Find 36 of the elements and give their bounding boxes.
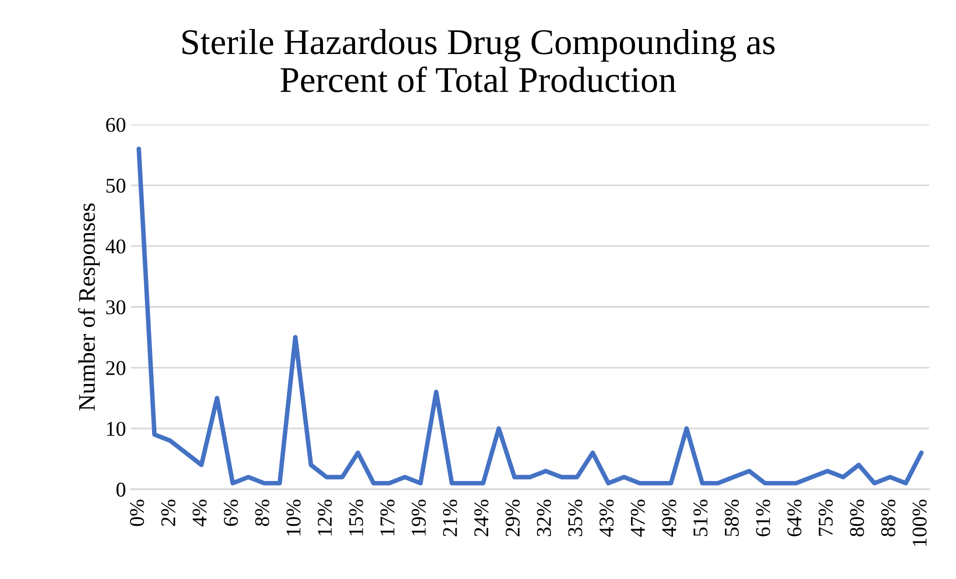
x-tick-label: 19% xyxy=(412,500,426,536)
line-series xyxy=(136,146,924,486)
x-tick-label: 75% xyxy=(818,500,833,536)
y-tick-label: 60 xyxy=(106,118,126,132)
x-tick-label: 24% xyxy=(474,500,488,536)
x-tick-label: 51% xyxy=(693,500,708,536)
x-tick-label: 64% xyxy=(787,500,802,536)
x-tick-label: 8% xyxy=(255,500,270,526)
y-tick-label: 0 xyxy=(116,482,126,497)
y-axis-title: Number of Responses xyxy=(78,203,100,410)
x-tick-label: 47% xyxy=(630,500,645,537)
x-tick-label: 12% xyxy=(318,500,332,536)
x-tick-label: 17% xyxy=(380,500,395,536)
x-tick-label: 10% xyxy=(286,500,301,536)
x-tick-label: 100% xyxy=(912,500,927,546)
x-tick-label: 43% xyxy=(600,500,614,537)
x-tick-label: 35% xyxy=(568,500,582,536)
y-tick-label: 50 xyxy=(106,178,126,193)
y-tick-label: 10 xyxy=(107,422,126,436)
x-tick-label: 49% xyxy=(662,500,676,537)
x-tick-label: 88% xyxy=(881,500,896,536)
x-tick-label: 0% xyxy=(130,500,144,526)
x-tick-label: 80% xyxy=(850,500,864,536)
x-tick-label: 4% xyxy=(192,500,207,526)
x-tick-label: 2% xyxy=(161,500,176,526)
x-tick-label: 21% xyxy=(442,500,458,536)
x-tick-label: 58% xyxy=(724,500,739,536)
chart-title: Sterile Hazardous Drug Compounding as Percent of Total Production xyxy=(182,28,775,92)
x-tick-label: 61% xyxy=(756,500,770,536)
y-tick-label: 20 xyxy=(106,361,126,376)
y-tick-label: 30 xyxy=(106,300,126,314)
x-tick-label: 32% xyxy=(536,500,552,536)
x-tick-label: 29% xyxy=(506,500,520,536)
y-tick-label: 40 xyxy=(106,239,126,254)
x-tick-label: 15% xyxy=(349,500,364,536)
x-tick-label: 6% xyxy=(224,500,238,526)
